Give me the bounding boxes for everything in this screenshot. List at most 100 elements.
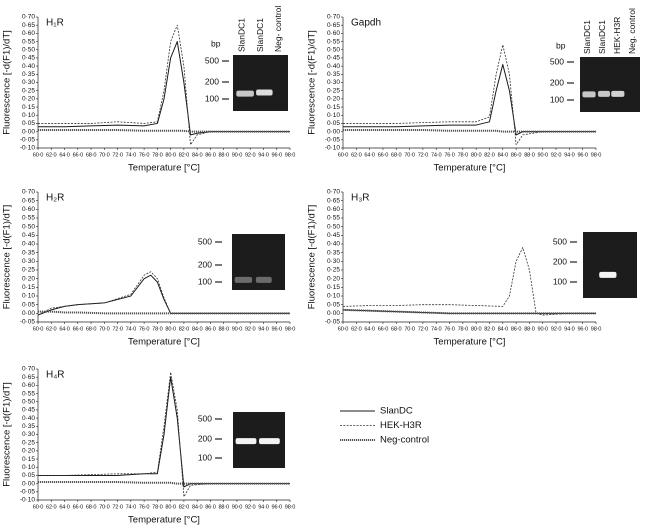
x-tick-label: 70·0 [99, 326, 109, 332]
gel-marker-label: 100 [553, 276, 567, 286]
x-tick-label: 98·0 [285, 504, 295, 510]
x-tick-label: 72·0 [418, 326, 428, 332]
x-tick-label: 80·0 [165, 326, 175, 332]
gel-image [232, 234, 285, 290]
y-tick-label: 0·20 [22, 275, 35, 282]
y-tick-label: 0·45 [327, 55, 340, 62]
x-tick-label: 84·0 [192, 504, 202, 510]
x-tick-label: 94·0 [258, 326, 268, 332]
x-tick-label: 68·0 [86, 152, 96, 158]
y-tick-label: 0·60 [22, 382, 35, 389]
gel-marker-label: 500 [205, 55, 219, 65]
y-tick-label: 0·30 [327, 258, 340, 265]
gel-marker-label: 200 [550, 77, 564, 87]
gel-image [583, 232, 637, 298]
x-tick-label: 60·0 [33, 326, 43, 332]
x-tick-label: 90·0 [538, 326, 548, 332]
gel-marker-label: 500 [550, 56, 564, 66]
y-tick-label: 0·30 [327, 79, 340, 86]
legend-label: HEK-H3R [380, 420, 422, 431]
y-tick-label: 0·60 [327, 206, 340, 213]
y-tick-label: 0·30 [22, 431, 35, 438]
x-tick-label: 92·0 [551, 326, 561, 332]
y-tick-label: 0·10 [22, 464, 35, 471]
lane-label: SlanDC1 [597, 20, 607, 54]
gel-band [256, 89, 273, 96]
melt-curve [342, 308, 596, 315]
y-tick-label: 0·70 [327, 189, 340, 196]
x-tick-label: 62·0 [46, 326, 56, 332]
x-tick-label: 76·0 [444, 152, 454, 158]
x-tick-label: 92·0 [245, 152, 255, 158]
y-tick-label: -0·10 [325, 145, 341, 152]
x-axis-label: Temperature [°C] [128, 515, 200, 526]
x-tick-label: 66·0 [378, 326, 388, 332]
y-tick-label: 0·20 [327, 275, 340, 282]
gel-band [582, 91, 596, 98]
y-tick-label: 0·30 [22, 258, 35, 265]
x-tick-label: 98·0 [591, 152, 601, 158]
x-tick-label: 90·0 [232, 504, 242, 510]
y-tick-label: 0·00 [327, 128, 340, 135]
x-tick-label: 70·0 [404, 152, 414, 158]
lane-label: SlanDC1 [255, 18, 265, 52]
gel-image [580, 57, 640, 112]
x-tick-label: 74·0 [126, 504, 136, 510]
x-tick-label: 60·0 [338, 152, 348, 158]
gel-marker-label: 200 [198, 433, 212, 443]
gel-unit: bp [556, 40, 566, 50]
y-tick-label: 0·55 [327, 215, 340, 222]
x-tick-label: 80·0 [471, 152, 481, 158]
y-tick-label: 0·55 [22, 390, 35, 397]
x-tick-label: 68·0 [86, 326, 96, 332]
x-tick-label: 88·0 [218, 504, 228, 510]
y-axis-label: Fluorescence [-d(F1)/dT] [307, 30, 318, 135]
x-tick-label: 66·0 [73, 504, 83, 510]
melt-curve [38, 128, 290, 133]
y-tick-label: 0·40 [22, 415, 35, 422]
panel-title: H₄R [46, 370, 65, 381]
y-tick-label: 0·30 [22, 79, 35, 86]
gel-marker-label: 100 [205, 93, 219, 103]
y-tick-label: 0·15 [22, 456, 35, 463]
x-tick-label: 62·0 [351, 326, 361, 332]
y-tick-label: 0·35 [327, 249, 340, 256]
x-tick-label: 64·0 [364, 326, 374, 332]
x-tick-label: 94·0 [564, 152, 574, 158]
y-tick-label: 0·25 [22, 439, 35, 446]
x-tick-label: 76·0 [139, 152, 149, 158]
x-tick-label: 86·0 [205, 504, 215, 510]
gel-marker-label: 100 [198, 276, 212, 286]
y-tick-label: 0·60 [22, 30, 35, 37]
lane-label: Neg- control [273, 6, 283, 52]
y-tick-label: 0·45 [22, 55, 35, 62]
panel-title: H₃R [351, 193, 370, 204]
x-tick-label: 82·0 [484, 326, 494, 332]
y-tick-label: -0·05 [20, 489, 36, 496]
x-tick-label: 92·0 [245, 326, 255, 332]
y-tick-label: 0·40 [327, 241, 340, 248]
y-tick-label: 0·70 [22, 366, 35, 373]
y-tick-label: 0·05 [22, 301, 35, 308]
legend-label: Neg-control [380, 435, 429, 446]
x-tick-label: 60·0 [33, 504, 43, 510]
x-tick-label: 62·0 [46, 504, 56, 510]
y-tick-label: 0·20 [22, 448, 35, 455]
y-tick-label: 0·50 [22, 46, 35, 53]
gel-marker-label: 200 [553, 256, 567, 266]
x-tick-label: 72·0 [112, 152, 122, 158]
y-tick-label: 0·65 [22, 197, 35, 204]
x-tick-label: 80·0 [165, 504, 175, 510]
x-tick-label: 96·0 [577, 152, 587, 158]
x-tick-label: 90·0 [538, 152, 548, 158]
x-tick-label: 90·0 [232, 326, 242, 332]
y-tick-label: 0·35 [327, 71, 340, 78]
x-tick-label: 78·0 [458, 326, 468, 332]
y-tick-label: 0·55 [22, 215, 35, 222]
x-tick-label: 98·0 [591, 326, 601, 332]
x-tick-label: 96·0 [272, 504, 282, 510]
x-tick-label: 64·0 [59, 504, 69, 510]
gel-marker-label: 100 [550, 94, 564, 104]
gel-marker-label: 200 [205, 76, 219, 86]
